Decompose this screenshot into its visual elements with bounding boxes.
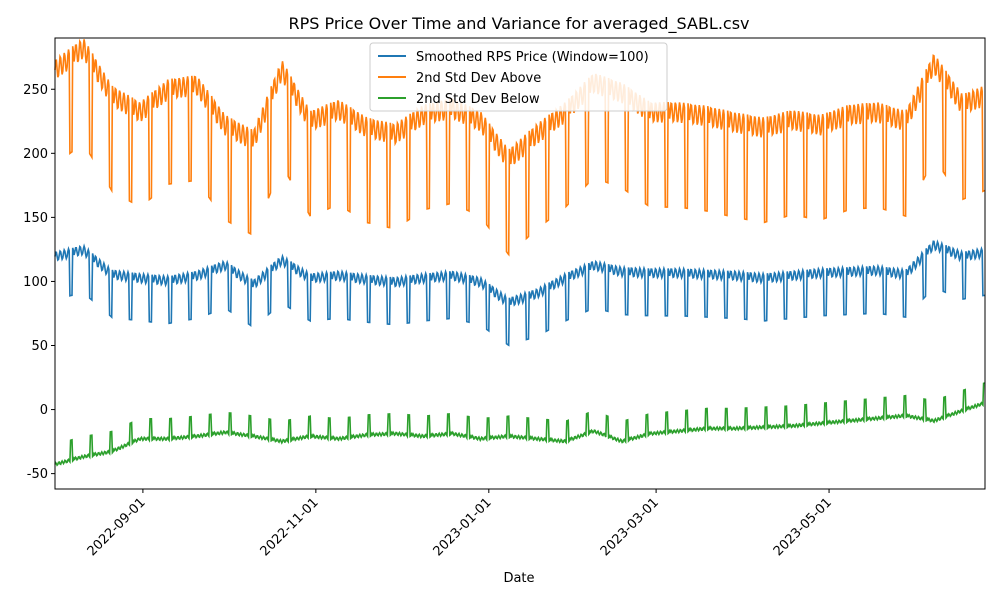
x-tick-label: 2022-11-01: [258, 495, 322, 559]
series-line-3: [54, 382, 986, 467]
legend-label: 2nd Std Dev Above: [416, 71, 541, 86]
y-tick-label: 50: [31, 339, 48, 354]
series-line-1: [54, 239, 986, 347]
x-tick-label: 2023-05-01: [771, 495, 835, 559]
y-tick-label: 250: [23, 83, 48, 98]
plot-lines: [54, 38, 986, 467]
y-tick-label: 150: [23, 211, 48, 226]
legend-box: [369, 42, 668, 112]
y-tick-label: 100: [23, 275, 48, 290]
legend-label: Smoothed RPS Price (Window=100): [416, 50, 649, 65]
chart-title: RPS Price Over Time and Variance for ave…: [288, 14, 749, 34]
x-tick-label: 2023-03-01: [598, 495, 662, 559]
legend: Smoothed RPS Price (Window=100) 2nd Std D…: [369, 42, 668, 112]
x-axis-title: Date: [503, 571, 534, 586]
plot-frame: [54, 37, 986, 490]
series-line-2: [54, 38, 986, 257]
y-tick-label: -50: [27, 467, 48, 482]
x-tick-label: 2023-01-01: [431, 495, 495, 559]
y-tick-label: 200: [23, 147, 48, 162]
legend-label: 2nd Std Dev Below: [416, 92, 540, 107]
y-tick-label: 0: [40, 403, 48, 418]
x-tick-label: 2022-09-01: [85, 495, 149, 559]
